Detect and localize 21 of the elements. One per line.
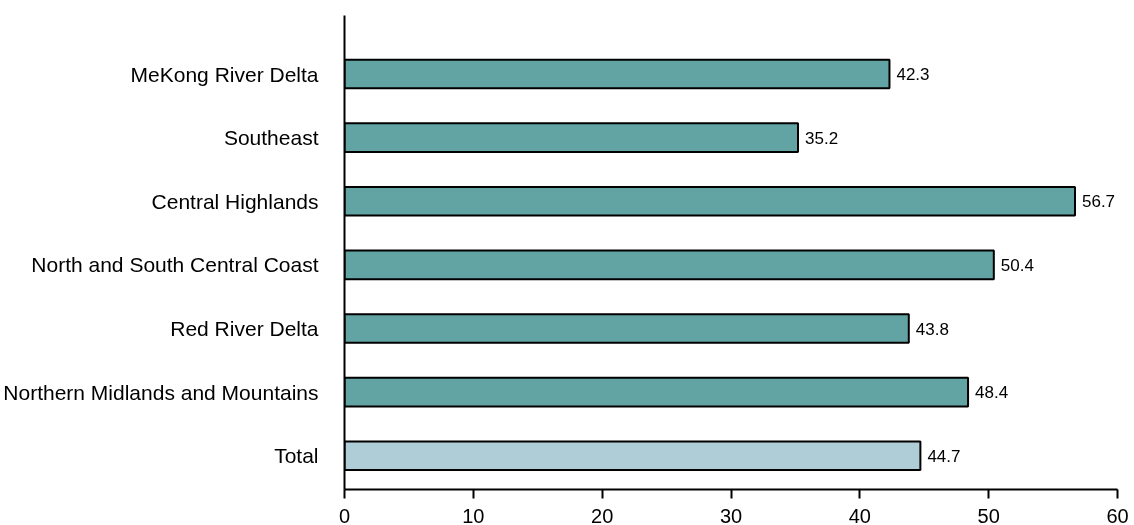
y-tick-label: MeKong River Delta: [130, 62, 319, 86]
data-label: 48.4: [975, 383, 1009, 403]
data-label: 56.7: [1081, 192, 1116, 212]
x-tick-label: 40: [848, 504, 871, 525]
x-tick-label: 30: [719, 504, 743, 525]
x-tick-label: 50: [977, 504, 1000, 525]
x-tick-label: 20: [591, 504, 614, 525]
x-tick-label: 0: [338, 504, 351, 525]
data-label: 43.8: [915, 319, 949, 339]
y-tick-label: Red River Delta: [170, 317, 319, 341]
y-tick-label: Central Highlands: [151, 189, 319, 213]
y-tick-label: Total: [274, 444, 319, 468]
data-label: 42.3: [896, 65, 930, 85]
data-label: 44.7: [927, 446, 961, 466]
y-tick-label: North and South Central Coast: [31, 253, 319, 277]
x-tick-label: 10: [462, 504, 485, 525]
y-tick-label: Northern Midlands and Mountains: [3, 380, 319, 404]
data-label: 50.4: [1000, 255, 1034, 275]
y-tick-label: Southeast: [223, 126, 319, 150]
data-label: 35.2: [804, 128, 839, 148]
x-tick-label: 60: [1106, 504, 1129, 525]
